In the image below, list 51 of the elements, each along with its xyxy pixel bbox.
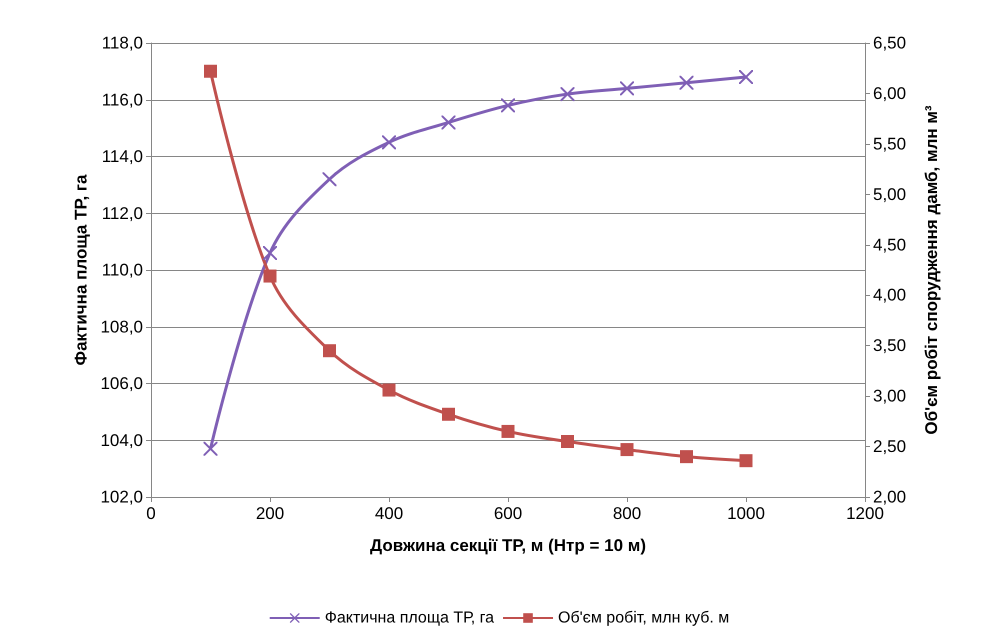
y2-tick-label: 4,50 <box>873 235 906 254</box>
point <box>264 270 276 283</box>
x-tick-label: 1000 <box>727 504 765 523</box>
point <box>680 76 694 90</box>
x-tick-label: 0 <box>146 504 156 523</box>
point <box>323 344 336 358</box>
point <box>442 115 456 130</box>
y-tick-label: 112,0 <box>102 204 143 223</box>
x-tick-label: 800 <box>612 504 642 523</box>
point <box>204 442 218 456</box>
y2-tick-label: 3,00 <box>873 386 906 406</box>
y2-tick-label: 2,50 <box>873 437 906 456</box>
y2-tick-label: 6,50 <box>873 34 906 52</box>
x-axis-title: Довжина секції ТР, м (Нтр = 10 м) <box>370 536 646 555</box>
y2-tick-label: 5,00 <box>873 184 906 204</box>
y-tick-label: 116,0 <box>102 90 143 110</box>
y-tick-label: 106,0 <box>100 374 143 393</box>
legend-label: Фактична площа ТР, га <box>324 610 494 626</box>
y2-tick-label: 3,50 <box>873 336 906 356</box>
y2-axis-title: Об'єм робіт спорудження дамб, млн м³ <box>922 105 941 435</box>
point <box>204 64 217 78</box>
point <box>382 135 396 150</box>
point <box>739 70 753 84</box>
x-tick-label: 600 <box>494 504 522 523</box>
point <box>560 87 574 102</box>
y2-tick-label: 2,00 <box>873 488 906 506</box>
y-tick-label: 102,0 <box>100 488 143 506</box>
x-tick-label: 400 <box>374 504 404 523</box>
point <box>382 384 396 397</box>
point <box>561 435 574 448</box>
y-tick-label: 104,0 <box>100 430 143 450</box>
point <box>620 81 634 96</box>
x-tick-label: 1200 <box>846 504 884 523</box>
legend-label: Об'єм робіт, млн куб. м <box>558 610 730 626</box>
y2-tick-label: 4,00 <box>873 286 906 305</box>
point <box>442 408 455 421</box>
point <box>322 172 336 186</box>
point <box>501 98 515 112</box>
y-tick-label: 114,0 <box>102 147 143 166</box>
y-tick-label: 110,0 <box>102 260 143 280</box>
y-axis-title: Фактична площа ТР, га <box>72 174 91 366</box>
point <box>620 443 634 456</box>
point <box>680 450 693 464</box>
y2-tick-label: 5,50 <box>873 134 906 154</box>
point <box>740 454 752 468</box>
point <box>263 246 277 260</box>
y2-tick-label: 6,00 <box>873 84 906 103</box>
y-tick-label: 108,0 <box>100 317 143 336</box>
point <box>502 424 514 438</box>
y-tick-label: 118,0 <box>102 34 143 52</box>
x-tick-label: 200 <box>256 504 284 523</box>
